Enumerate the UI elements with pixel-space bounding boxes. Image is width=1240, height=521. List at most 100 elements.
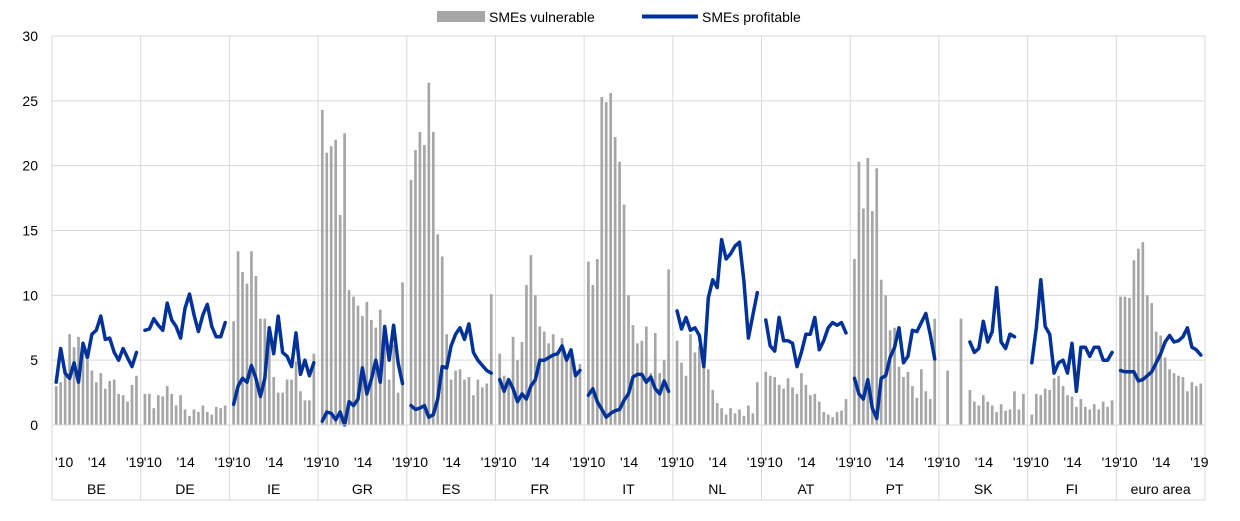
bar-vulnerable	[884, 295, 887, 425]
bar-vulnerable	[622, 204, 626, 425]
bar-vulnerable	[542, 331, 546, 425]
bar-vulnerable	[1039, 395, 1043, 425]
bar-vulnerable	[738, 409, 741, 425]
bar-vulnerable	[1075, 406, 1078, 425]
bar-vulnerable	[152, 408, 156, 425]
y-tick-label: 15	[22, 223, 38, 239]
x-year-label: '19	[392, 454, 410, 470]
x-year-label: '10	[232, 454, 250, 470]
bar-vulnerable	[1150, 303, 1154, 425]
x-year-label: '14	[1152, 454, 1170, 470]
bar-vulnerable	[933, 318, 937, 425]
bar-vulnerable	[63, 373, 67, 425]
bar-vulnerable	[197, 412, 200, 425]
bar-vulnerable	[999, 404, 1003, 425]
bar-vulnerable	[888, 330, 892, 425]
bar-vulnerable	[223, 405, 227, 425]
line-profitable	[852, 311, 937, 421]
bar-vulnerable	[303, 400, 307, 425]
x-group-label: SK	[974, 481, 993, 497]
line-profitable	[675, 237, 760, 369]
y-tick-label: 25	[22, 93, 38, 109]
bar-vulnerable	[946, 370, 949, 425]
x-group-label: IT	[622, 481, 635, 497]
bar-vulnerable	[1013, 391, 1016, 425]
bar-vulnerable	[423, 144, 426, 426]
bar-vulnerable	[1101, 401, 1105, 425]
bar-vulnerable	[1066, 395, 1069, 425]
bar-vulnerable	[396, 392, 400, 425]
bar-vulnerable	[72, 347, 76, 425]
bar-vulnerable	[59, 382, 63, 425]
bar-vulnerable	[365, 301, 369, 425]
y-tick-label: 5	[30, 352, 38, 368]
bar-vulnerable	[702, 362, 706, 425]
bar-vulnerable	[201, 405, 205, 425]
bar-vulnerable	[143, 393, 147, 425]
bar-vulnerable	[968, 389, 972, 425]
x-year-label: '14	[265, 454, 283, 470]
bar-vulnerable	[565, 360, 568, 425]
bar-vulnerable	[347, 290, 351, 425]
bar-vulnerable	[1052, 378, 1056, 425]
bar-vulnerable	[613, 137, 617, 425]
bar-vulnerable	[192, 409, 196, 425]
x-year-label: '19	[1102, 454, 1120, 470]
bar-vulnerable	[556, 351, 559, 425]
bar-vulnerable	[831, 417, 834, 425]
bar-vulnerable	[308, 400, 311, 425]
bar-vulnerable	[219, 408, 223, 425]
bar-vulnerable	[241, 271, 244, 425]
x-year-label: '19	[481, 454, 499, 470]
bar-vulnerable	[445, 334, 448, 425]
bar-vulnerable	[897, 366, 901, 425]
bar-vulnerable	[1145, 295, 1149, 425]
bar-vulnerable	[636, 343, 639, 425]
bar-vulnerable	[409, 179, 413, 425]
bar-vulnerable	[604, 102, 608, 425]
line-profitable	[231, 314, 316, 407]
bar-vulnerable	[1030, 414, 1034, 425]
bar-vulnerable	[1194, 386, 1198, 425]
bar-vulnerable	[667, 269, 670, 425]
bar-vulnerable	[990, 405, 994, 425]
bar-vulnerable	[857, 161, 861, 425]
x-group-label: IE	[267, 481, 280, 497]
bar-vulnerable	[498, 353, 502, 425]
bar-vulnerable	[1163, 357, 1167, 425]
bar-vulnerable	[782, 388, 785, 425]
bar-vulnerable	[329, 146, 333, 425]
bar-vulnerable	[1088, 409, 1092, 425]
bar-vulnerable	[959, 318, 963, 425]
bar-vulnerable	[467, 377, 471, 425]
x-group-label: FI	[1066, 481, 1078, 497]
bar-vulnerable	[662, 360, 666, 425]
bar-vulnerable	[711, 389, 715, 425]
bar-vulnerable	[161, 396, 165, 425]
bar-vulnerable	[418, 131, 422, 425]
legend-swatch-vulnerable	[437, 11, 485, 22]
bar-vulnerable	[1119, 296, 1122, 425]
bar-vulnerable	[502, 375, 506, 425]
bar-vulnerable	[826, 414, 830, 425]
bar-vulnerable	[1061, 386, 1065, 425]
x-year-label: '19	[215, 454, 233, 470]
bar-vulnerable	[609, 93, 613, 425]
bar-vulnerable	[95, 382, 98, 425]
x-group-label: FR	[530, 481, 549, 497]
bar-vulnerable	[130, 384, 134, 425]
bar-vulnerable	[374, 327, 378, 425]
bar-vulnerable	[809, 395, 812, 425]
bar-vulnerable	[170, 393, 174, 425]
bar-vulnerable	[578, 364, 582, 425]
bar-vulnerable	[862, 208, 865, 425]
bar-vulnerable	[81, 344, 85, 425]
x-year-label: '14	[1063, 454, 1081, 470]
bar-vulnerable	[112, 379, 116, 425]
bar-vulnerable	[250, 251, 253, 425]
bar-vulnerable	[414, 150, 417, 425]
line-profitable	[764, 315, 848, 369]
x-year-label: '10	[144, 454, 162, 470]
bar-vulnerable	[427, 82, 431, 426]
bar-vulnerable	[653, 332, 657, 425]
